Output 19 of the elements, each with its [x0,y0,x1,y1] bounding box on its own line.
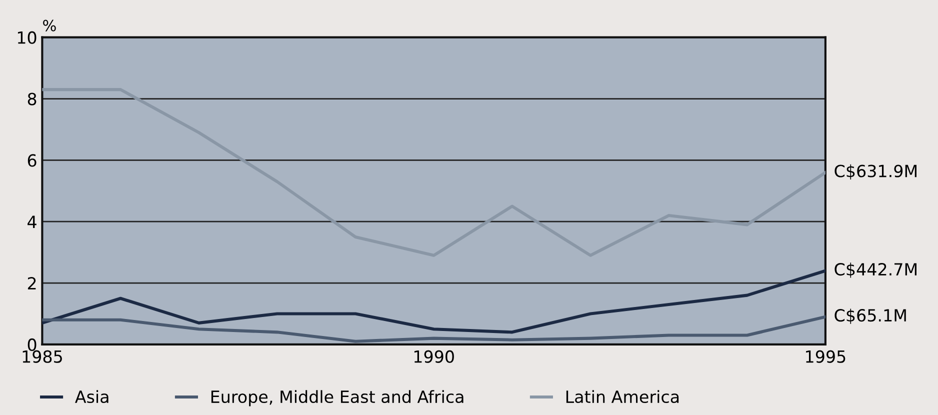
y-tick-label: 4 [28,216,36,228]
y-tick-label: 8 [28,92,36,106]
x-tick-label: 1995 [806,350,846,363]
legend-label: Europe, Middle East and Africa [211,390,464,406]
y-tick-label: 2 [28,276,36,290]
x-tick-label: 1985 [22,350,62,363]
text: C$442.7M [834,262,916,278]
y-axis-title: % [43,20,56,32]
y-tick-label: 6 [28,154,36,167]
legend-label: Asia [75,390,108,404]
line-series [42,315,826,343]
legend-label: Latin America [566,390,679,404]
text: C$631.9M [834,164,916,180]
y-tick-label: 0 [28,338,36,352]
x-tick-label: 1990 [414,350,454,363]
text: C$65.1M [834,308,906,324]
line-series [42,269,826,334]
line-series [42,88,826,257]
y-tick-label: 10 [18,31,36,44]
